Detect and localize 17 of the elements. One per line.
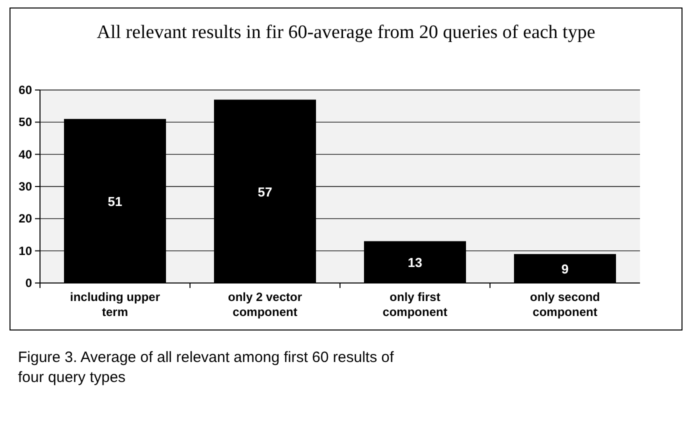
x-tick-label: including upper term (70, 290, 160, 319)
y-tick-label: 10 (18, 244, 32, 258)
y-tick-label: 20 (18, 212, 32, 226)
y-tick-label: 0 (25, 276, 32, 290)
y-tick-label: 30 (18, 180, 32, 194)
y-tick-label: 60 (18, 83, 32, 97)
data-label: 57 (258, 184, 272, 200)
caption: Figure 3. Average of all relevant among first 60 results of four query types (18, 349, 395, 386)
data-label: 13 (408, 255, 422, 270)
x-tick-label: only first component (382, 290, 448, 319)
x-tick-label: only second component (530, 290, 600, 319)
chart-title: All relevant results in fir 60-average from 20 queries of each type (96, 22, 596, 43)
data-label: 51 (108, 194, 122, 209)
y-tick-label: 40 (18, 147, 32, 162)
data-label: 9 (561, 262, 569, 277)
x-tick-label: only 2 vector component (228, 290, 302, 319)
y-tick-label: 50 (18, 115, 32, 130)
